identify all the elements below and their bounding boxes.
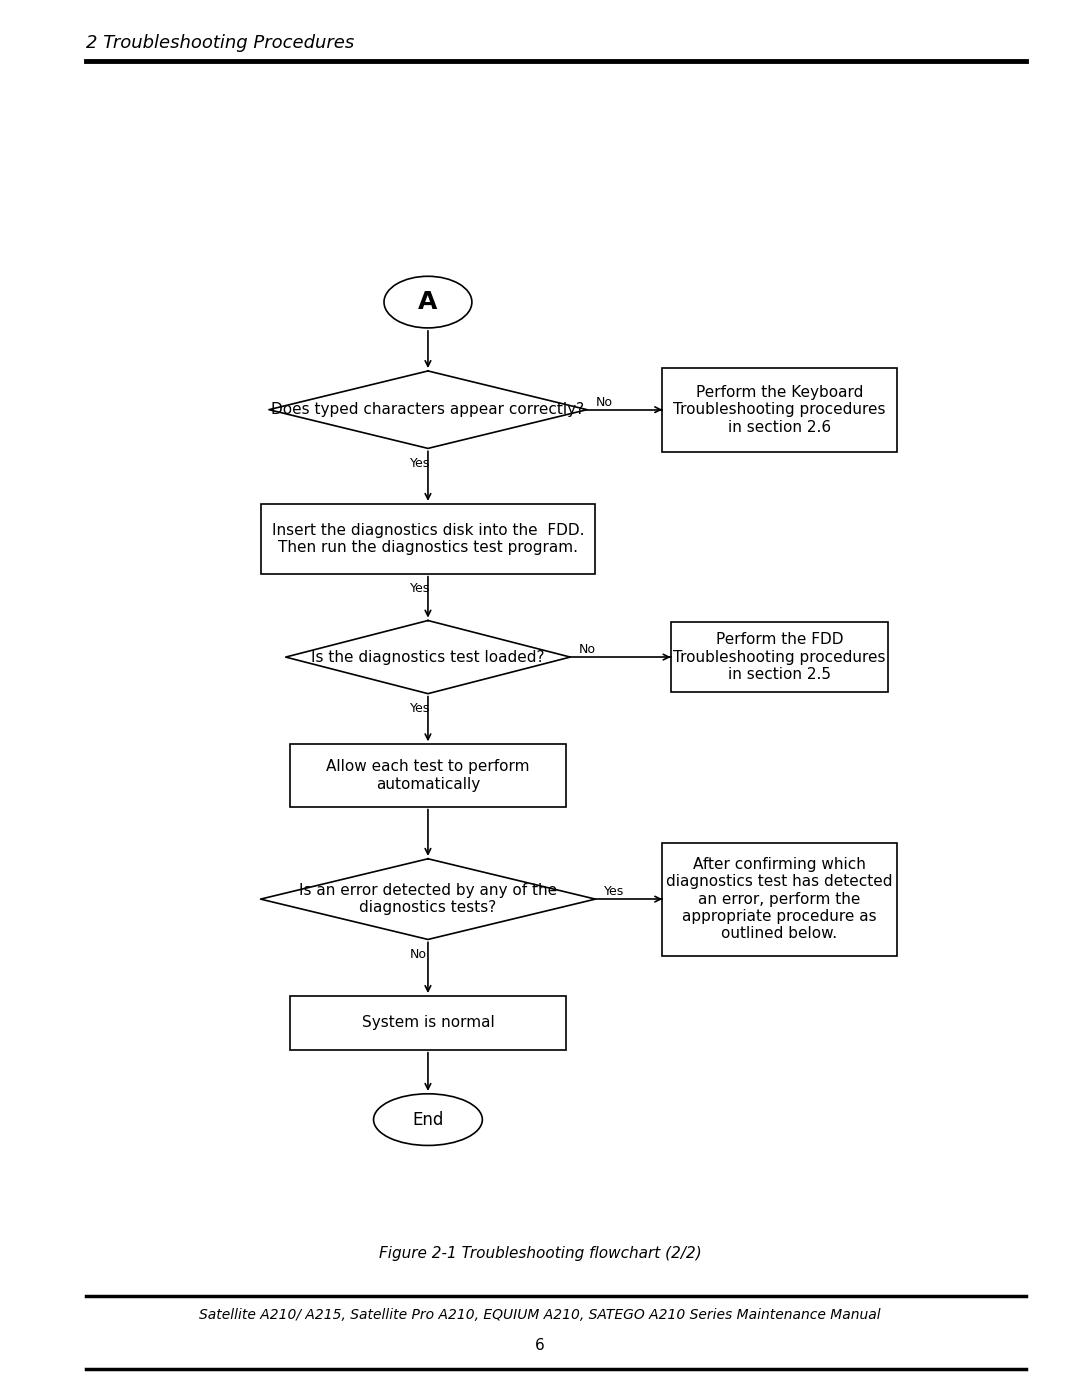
Text: After confirming which
diagnostics test has detected
an error, perform the
appro: After confirming which diagnostics test …: [666, 856, 893, 942]
Text: Allow each test to perform
automatically: Allow each test to perform automatically: [326, 759, 529, 792]
Text: Is the diagnostics test loaded?: Is the diagnostics test loaded?: [311, 650, 544, 665]
Text: 6: 6: [535, 1338, 545, 1354]
Text: System is normal: System is normal: [362, 1016, 495, 1031]
Text: Perform the FDD
Troubleshooting procedures
in section 2.5: Perform the FDD Troubleshooting procedur…: [673, 633, 886, 682]
Text: Yes: Yes: [409, 703, 430, 715]
FancyBboxPatch shape: [671, 622, 889, 692]
Text: Does typed characters appear correctly?: Does typed characters appear correctly?: [271, 402, 584, 418]
Text: No: No: [579, 643, 595, 657]
FancyBboxPatch shape: [260, 504, 595, 574]
Ellipse shape: [384, 277, 472, 328]
Text: End: End: [413, 1111, 444, 1129]
Text: Satellite A210/ A215, Satellite Pro A210, EQUIUM A210, SATEGO A210 Series Mainte: Satellite A210/ A215, Satellite Pro A210…: [199, 1308, 881, 1322]
Text: Figure 2-1 Troubleshooting flowchart (2/2): Figure 2-1 Troubleshooting flowchart (2/…: [379, 1246, 701, 1261]
Text: No: No: [409, 949, 427, 961]
Text: Insert the diagnostics disk into the  FDD.
Then run the diagnostics test program: Insert the diagnostics disk into the FDD…: [272, 522, 584, 555]
Ellipse shape: [374, 1094, 483, 1146]
Text: Yes: Yes: [409, 583, 430, 595]
FancyBboxPatch shape: [662, 842, 896, 956]
Text: Yes: Yes: [604, 886, 624, 898]
Text: No: No: [595, 395, 612, 409]
Text: Yes: Yes: [409, 457, 430, 469]
FancyBboxPatch shape: [289, 996, 566, 1049]
Text: Perform the Keyboard
Troubleshooting procedures
in section 2.6: Perform the Keyboard Troubleshooting pro…: [673, 384, 886, 434]
FancyBboxPatch shape: [662, 367, 896, 451]
FancyBboxPatch shape: [289, 745, 566, 806]
Text: A: A: [418, 291, 437, 314]
Text: Is an error detected by any of the
diagnostics tests?: Is an error detected by any of the diagn…: [299, 883, 557, 915]
Text: 2 Troubleshooting Procedures: 2 Troubleshooting Procedures: [86, 34, 354, 52]
